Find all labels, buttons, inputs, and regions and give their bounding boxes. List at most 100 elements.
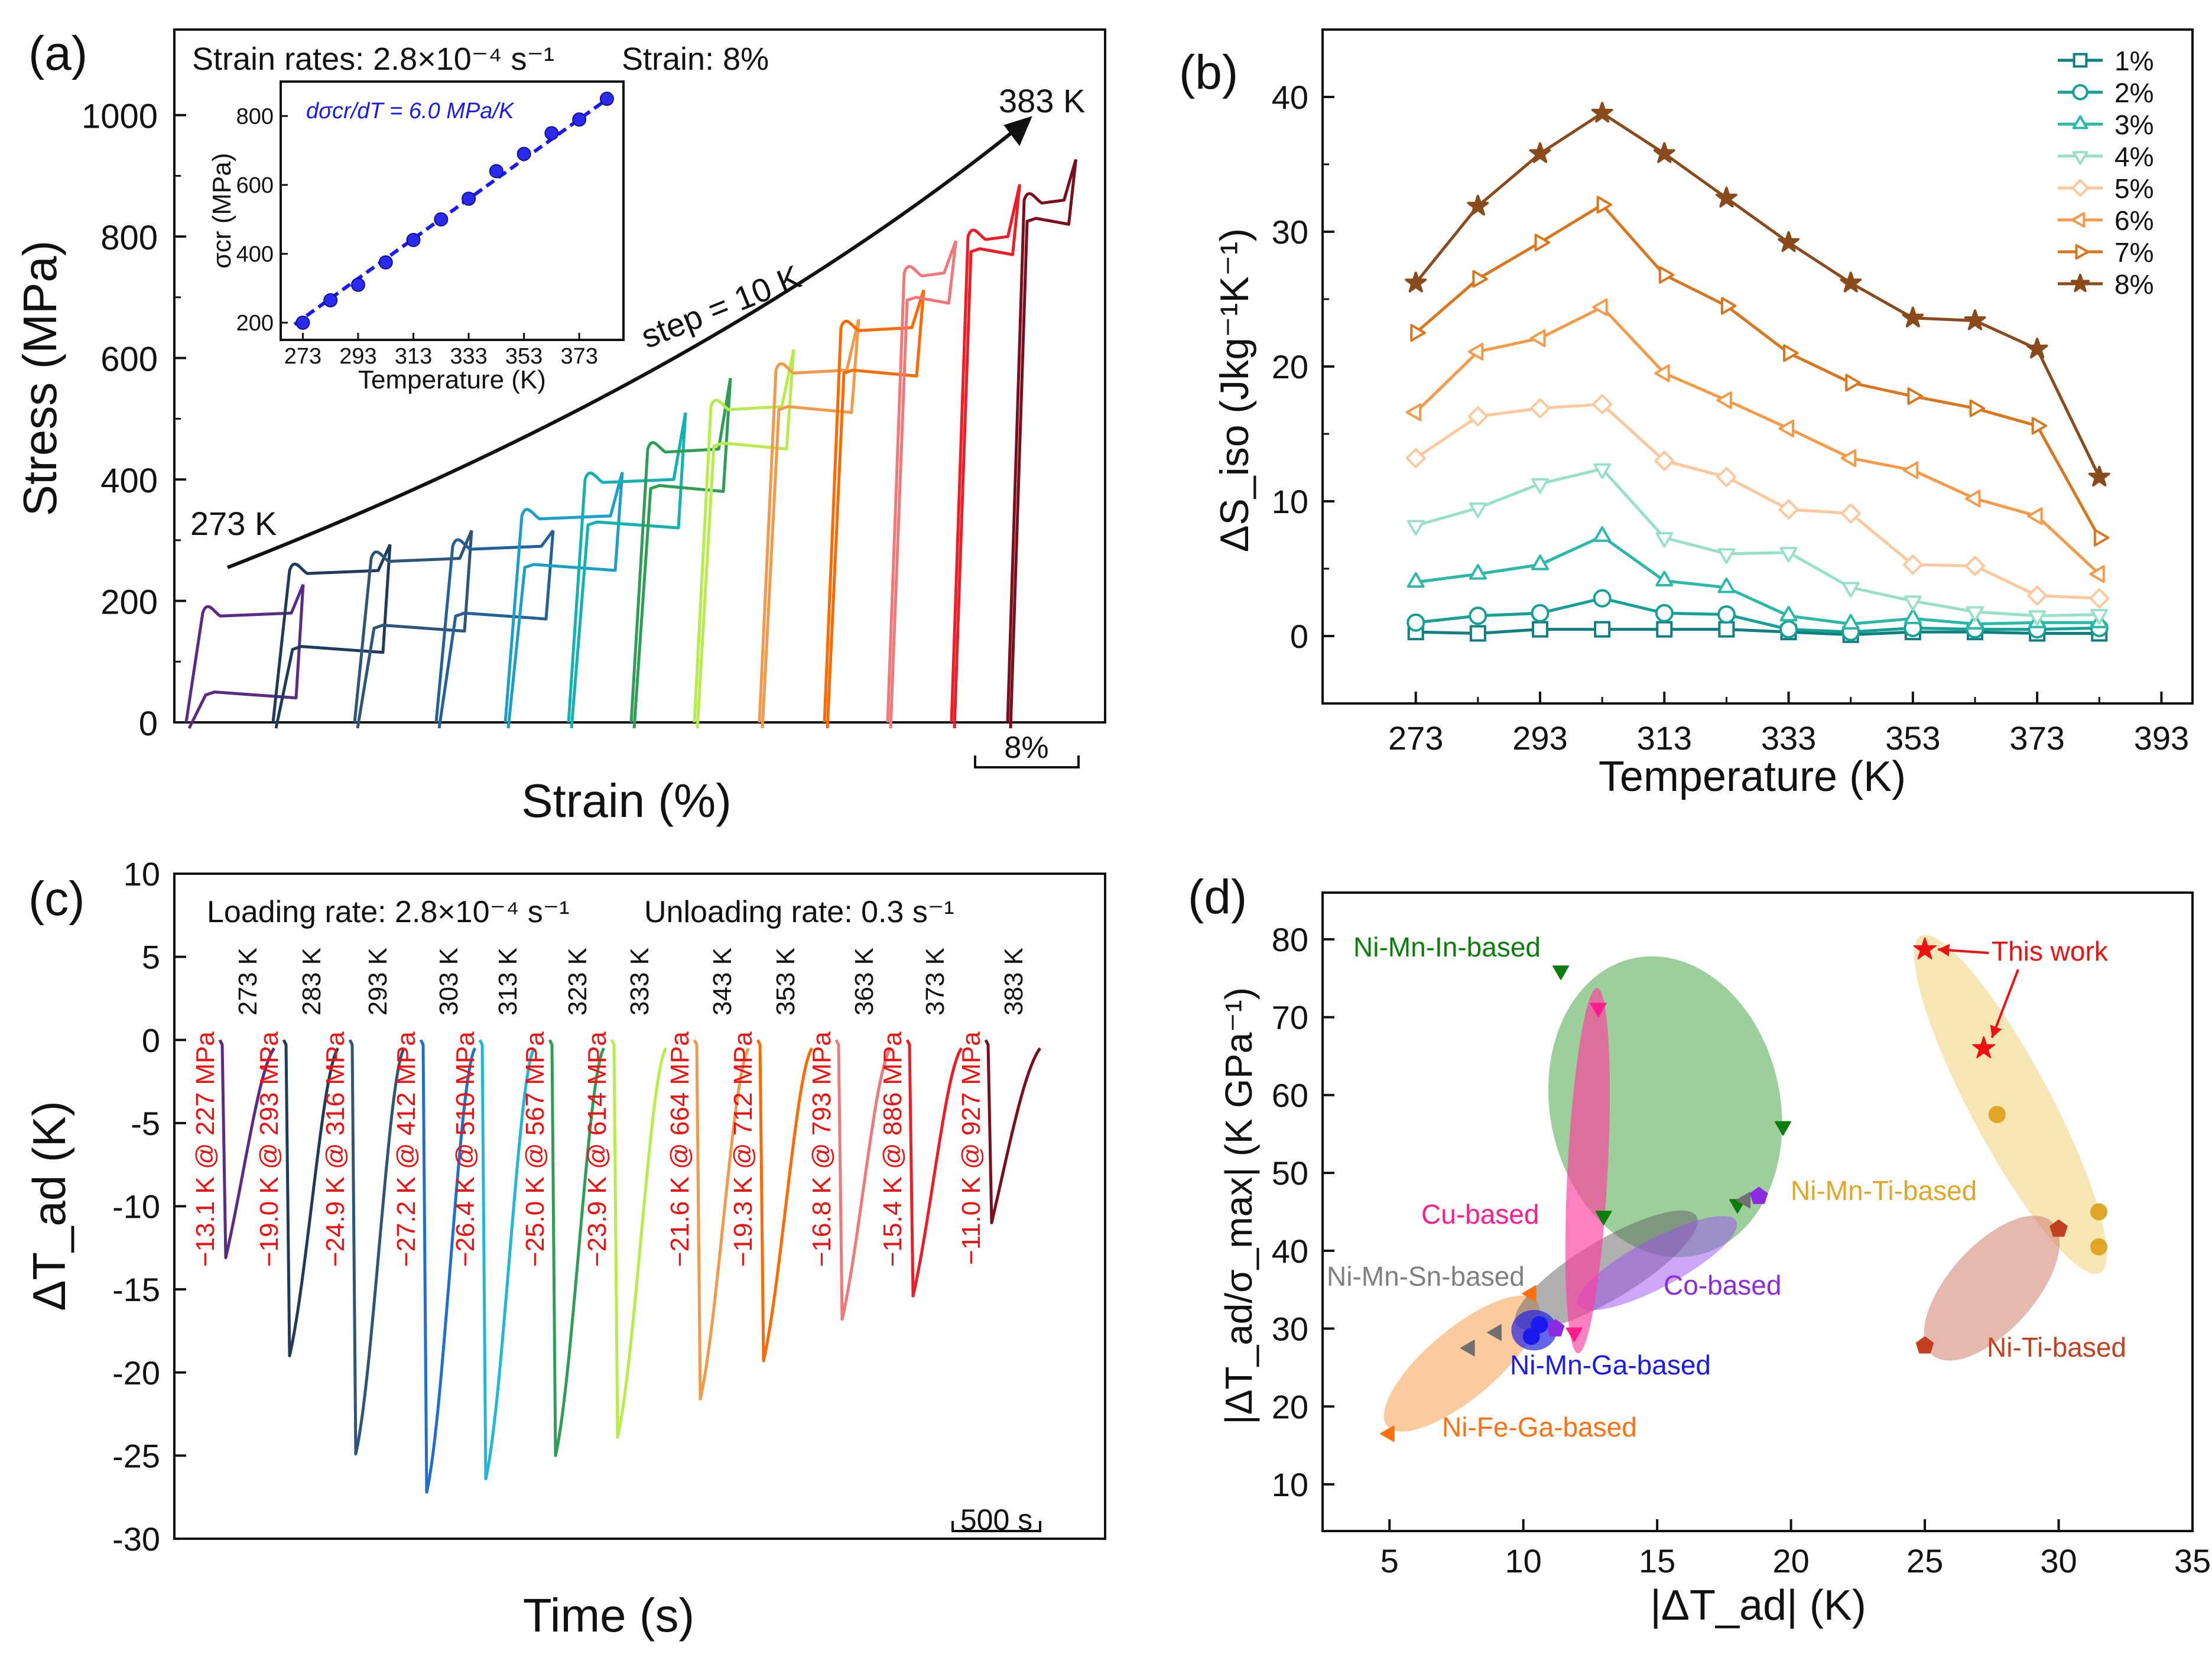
unloading-curve-383-K: [953, 184, 1021, 729]
x-axis-title: Temperature (K): [1599, 753, 1906, 800]
legend-label: 5%: [2114, 173, 2153, 204]
group-label-This work: This work: [1992, 936, 2109, 967]
cooling-curve-293-K: [348, 1039, 406, 1456]
loading-curve-363-K: [823, 289, 925, 723]
series-point-5%: [1902, 554, 1923, 575]
cooling-curve-283-K: [282, 1039, 340, 1358]
loading-curve-313-K: [504, 472, 624, 723]
series-point-6%: [1902, 461, 1919, 479]
series-point-8%: [1902, 306, 1924, 327]
point-Ni-Mn-Sn-based: [1460, 1340, 1475, 1357]
loading-curve-303-K: [434, 529, 555, 723]
x-tick-label: 30: [2040, 1542, 2077, 1580]
point-Ni-Ti-based: [2049, 1219, 2068, 1237]
series-point-8%: [1591, 102, 1613, 123]
loading-curve-283-K: [271, 543, 392, 723]
x-tick-label: 293: [1512, 719, 1567, 757]
series-point-6%: [1467, 342, 1484, 361]
x-axis-title: Strain (%): [521, 774, 732, 827]
series-point-8%: [1716, 186, 1737, 207]
series-line-2%: [1415, 596, 2100, 634]
y-tick-label: 80: [1272, 921, 1308, 958]
x-tick-label: 393: [2134, 719, 2189, 757]
y-axis-title: Stress (MPa): [14, 241, 66, 517]
unloading-curve-343-K: [696, 349, 795, 729]
panel-b: (b) 273 293 313 333 353 373 393 0 10 20 30 40 Tempera…: [1179, 28, 2194, 800]
unloading-curve-303-K: [437, 530, 555, 729]
group-label-Ni-Fe-Ga-based: Ni-Fe-Ga-based: [1442, 1412, 1637, 1442]
temperature-label: 333 K: [625, 948, 654, 1016]
scale-bar-label: 500 s: [960, 1503, 1032, 1536]
group-label-Cu-based: Cu-based: [1421, 1199, 1539, 1230]
inset-frame: [280, 80, 625, 341]
series-line-8%: [1414, 111, 2101, 478]
series-point-7%: [1596, 196, 1613, 214]
x-tick-label: 25: [1906, 1542, 1943, 1580]
series-point-5%: [1716, 466, 1737, 487]
series-point-2%: [1593, 589, 1612, 608]
series-point-6%: [1405, 403, 1422, 421]
legend: 1%2%3%4%5%6%7%8%: [2058, 46, 2153, 300]
series-point-8%: [1840, 271, 1862, 293]
inset-x-tick-label: 333: [450, 344, 487, 369]
series-point-6%: [1592, 298, 1608, 316]
legend-marker: [2072, 151, 2088, 165]
series-point-2%: [1717, 605, 1736, 624]
point-Cu-based: [1565, 1327, 1583, 1342]
inset-point: [489, 164, 504, 179]
unloading-curve-293-K: [356, 530, 473, 729]
point-Ni-Mn-In-based: [1595, 1211, 1612, 1225]
loading-curve-343-K: [693, 349, 795, 723]
y-axis-title: ΔS_iso (Jkg⁻¹K⁻¹): [1212, 228, 1257, 552]
inset-y-axis-title: σcr (MPa): [207, 153, 236, 269]
unloading-curve-393-K: [1009, 159, 1077, 729]
series-point-1%: [1594, 621, 1611, 638]
y-tick-label: 5: [142, 939, 160, 976]
point-Ni-Mn-Sn-based: [1736, 1192, 1751, 1209]
unloading-rate-label: Unloading rate: 0.3 s⁻¹: [644, 895, 954, 929]
y-tick-label: 800: [100, 219, 158, 257]
y-tick-label: -10: [112, 1188, 160, 1225]
series-point-3%: [1904, 608, 1922, 624]
series-point-5%: [1778, 499, 1799, 520]
point-Co-based: [1546, 1319, 1565, 1337]
series-point-7%: [1534, 233, 1550, 252]
legend-marker: [2071, 179, 2089, 197]
loading-curve-373-K: [886, 240, 957, 723]
scale-bar: [951, 1521, 1041, 1532]
series-point-6%: [2089, 565, 2105, 583]
series: 273 K −13.1 K @ 227 MPa 283 K −19.0 K @ 293…: [191, 948, 1042, 1494]
series-point-8%: [1529, 142, 1551, 163]
series-point-5%: [1654, 450, 1675, 471]
series-point-1%: [1718, 621, 1735, 638]
unloading-curve-363-K: [826, 290, 925, 729]
unloading-curve-283-K: [274, 544, 392, 729]
series-line-4%: [1415, 467, 2100, 618]
temperature-label: 323 K: [563, 948, 592, 1016]
series-point-1%: [1469, 625, 1486, 642]
series-point-7%: [1658, 265, 1675, 284]
series-point-5%: [2027, 585, 2048, 606]
series-point-6%: [1840, 449, 1857, 468]
cooling-curve-373-K: [905, 1039, 963, 1298]
strain-rate-label: Strain rates: 2.8×10⁻⁴ s⁻¹: [192, 41, 554, 77]
series-line-3%: [1415, 534, 2100, 625]
inset-y-tick-label: 400: [236, 242, 274, 267]
group-label-Ni-Mn-Ga-based: Ni-Mn-Ga-based: [1510, 1350, 1711, 1380]
panel-d: (d) 5 10 15 20 25 30 35 10 20 30 40 50 60 70 80 |ΔT_ad| …: [1188, 870, 2211, 1629]
group-labels: Ni-Mn-In-based Cu-based Ni-Mn-Sn-based Co-b…: [1327, 932, 2126, 1442]
legend-label: 1%: [2114, 46, 2153, 76]
series-point-7%: [1845, 374, 1861, 392]
point-Ni-Ti-based: [1915, 1336, 1934, 1354]
series-point-4%: [1841, 582, 1860, 598]
point-Co-based: [1749, 1186, 1768, 1204]
x-tick-label: 35: [2174, 1542, 2211, 1580]
series: [1405, 102, 2110, 643]
point-This work: [1972, 1036, 1996, 1059]
group-label-Ni-Mn-Ti-based: Ni-Mn-Ti-based: [1791, 1175, 1977, 1206]
delta-t-label: −24.9 K @ 316 MPa: [321, 1031, 350, 1267]
temperature-label: 363 K: [850, 948, 879, 1016]
loading-curve-383-K: [950, 184, 1021, 723]
temperature-label: 303 K: [434, 948, 463, 1016]
x-tick-label: 10: [1505, 1542, 1542, 1580]
